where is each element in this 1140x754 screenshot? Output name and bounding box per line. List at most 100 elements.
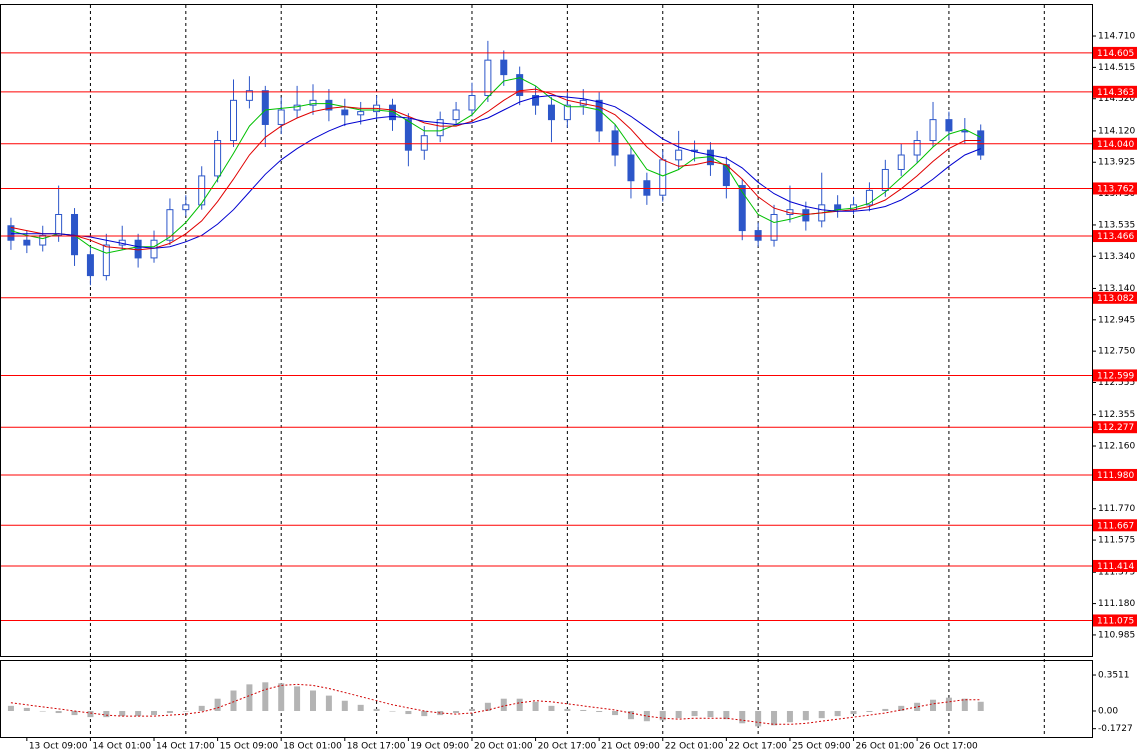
histogram-bar [151,710,158,716]
candle-body [961,130,969,133]
candle-body [341,109,349,116]
histogram-bar [739,710,746,724]
histogram-bar [818,710,825,719]
main-frame [0,4,1093,657]
candle-body [182,204,190,211]
candle-body [420,135,428,151]
candle-body [86,254,94,277]
level-label-bg [1093,559,1137,572]
histogram-bar [182,710,189,712]
candle-body [532,95,540,106]
x-tick-label: 21 Oct 09:00 [601,742,660,752]
candle-body [706,149,714,166]
histogram-bar [882,708,889,711]
indicator-frame [0,660,1093,738]
level-label-bg [1093,291,1137,304]
histogram-bar [166,710,173,714]
x-tick-label: 15 Oct 09:00 [220,742,279,752]
histogram-bar [898,705,905,711]
candle-body [770,213,778,241]
y-tick-label: 0.00 [1098,706,1118,716]
histogram-bar [866,710,873,713]
y-tick-label: 111.575 [1098,536,1135,546]
level-label: 112.599 [1097,371,1134,381]
y-tick-label: 113.535 [1098,220,1135,230]
histogram-bar [564,708,571,711]
histogram-bar [802,710,809,721]
level-label: 111.075 [1097,616,1134,626]
histogram-bar [246,684,253,711]
candle-body [71,213,79,256]
candle-body [484,59,492,97]
histogram-bar [325,695,332,711]
x-tick-label: 18 Oct 17:00 [347,742,406,752]
x-tick-label: 14 Oct 01:00 [92,742,151,752]
level-label-bg [1093,519,1137,532]
candle-body [230,99,238,142]
histogram-bar [945,697,952,711]
candle-body [659,159,667,196]
candle-body [977,130,985,156]
histogram-bar [532,701,539,711]
histogram-bar [961,698,968,711]
level-label: 111.414 [1097,562,1134,572]
histogram-bar [834,710,841,717]
candle-body [39,234,47,246]
level-label: 111.980 [1097,471,1134,481]
candle-body [563,104,571,121]
histogram-bar [723,710,730,720]
candle-body [7,225,15,241]
line-series [10,88,981,251]
level-label-bg [1093,468,1137,481]
histogram-bar [373,708,380,711]
histogram-bar [262,682,269,711]
x-tick-label: 20 Oct 17:00 [538,742,597,752]
histogram-bar [119,710,126,717]
histogram-bar [675,710,682,719]
histogram-bar [7,705,14,711]
candle-body [595,99,603,132]
histogram-bar [341,700,348,711]
level-label: 112.277 [1097,423,1134,433]
y-tick-label: 112.555 [1098,378,1135,388]
candle-body [55,213,63,236]
level-label: 111.667 [1097,521,1134,531]
candle-body [309,99,317,106]
histogram-bar [977,701,984,711]
candle-body [627,154,635,182]
level-label: 113.762 [1097,184,1134,194]
y-tick-label: 111.375 [1098,568,1135,578]
candle-body [214,140,222,177]
histogram-bar [850,710,857,715]
candle-body [500,59,508,76]
candle-body [913,140,921,156]
y-tick-label: 0.3511 [1098,671,1130,681]
histogram-bar [914,702,921,711]
histogram-bar [627,710,634,720]
level-label: 114.605 [1097,49,1134,59]
candle-body [102,244,110,277]
histogram-bar [55,710,62,714]
histogram-bar [405,710,412,715]
level-label-bg [1093,46,1137,59]
y-tick-label: 112.160 [1098,442,1135,452]
candle-body [452,109,460,121]
y-tick-label: 113.925 [1098,158,1135,168]
candle-body [436,119,444,137]
histogram-bar [548,705,555,711]
candle-body [245,90,253,101]
candle-body [834,204,842,211]
candle-body [929,119,937,142]
y-tick-label: 110.985 [1098,630,1135,640]
candle-body [738,185,746,232]
candle-body [198,175,206,206]
histogram-bar [230,690,237,711]
y-tick-label: 114.320 [1098,94,1135,104]
x-tick-label: 26 Oct 17:00 [919,742,978,752]
candle-body [357,111,365,116]
x-tick-label: 26 Oct 01:00 [856,742,915,752]
histogram-bar [103,710,110,718]
histogram-bar [39,710,46,712]
